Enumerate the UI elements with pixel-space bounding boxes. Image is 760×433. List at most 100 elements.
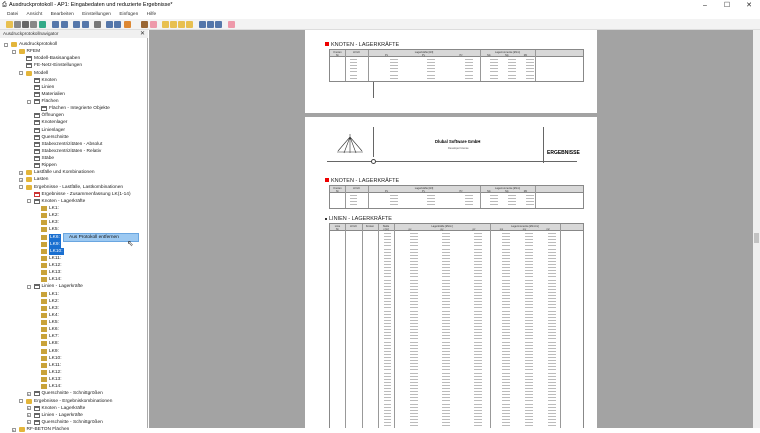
toolbar-button-icon[interactable] bbox=[114, 21, 121, 28]
toolbar-button-icon[interactable] bbox=[186, 21, 193, 28]
toolbar-button-icon[interactable] bbox=[178, 21, 185, 28]
tree-item[interactable]: Materialien bbox=[0, 91, 146, 98]
toolbar-button-icon[interactable] bbox=[73, 21, 80, 28]
tree-item[interactable]: Knoten bbox=[0, 77, 146, 84]
menu-datei[interactable]: Datei bbox=[7, 12, 19, 17]
collapse-icon[interactable]: - bbox=[26, 99, 31, 105]
collapse-icon[interactable]: - bbox=[26, 284, 31, 290]
tree-item[interactable]: - Knoten - Lagerkräfte bbox=[0, 198, 146, 205]
tree-item[interactable]: LK9: bbox=[0, 240, 146, 248]
tree-item[interactable]: - Ausdruckprotokoll bbox=[0, 41, 146, 48]
scrollbar-thumb[interactable] bbox=[754, 233, 759, 243]
tree-item[interactable]: Querschnitte bbox=[0, 134, 146, 141]
tree-item[interactable]: LK2: bbox=[0, 212, 146, 219]
toolbar-button-icon[interactable] bbox=[170, 21, 177, 28]
tree-item[interactable]: Knotenlager bbox=[0, 119, 146, 126]
tree-item[interactable]: Stabexzentrizitäten - Absolut bbox=[0, 141, 146, 148]
expand-icon[interactable]: + bbox=[26, 413, 31, 419]
tree-item[interactable]: + Lastfälle und Kombinationen bbox=[0, 169, 146, 176]
toolbar-button-icon[interactable] bbox=[61, 21, 68, 28]
tree-item[interactable]: Modell-Basisangaben bbox=[0, 55, 146, 62]
toolbar-button-icon[interactable] bbox=[82, 21, 89, 28]
tree-item[interactable]: + Knoten - Lagerkräfte bbox=[0, 405, 146, 412]
toolbar-button-icon[interactable] bbox=[207, 21, 214, 28]
toolbar-button-icon[interactable] bbox=[14, 21, 21, 28]
expand-icon[interactable]: + bbox=[19, 170, 23, 176]
expand-icon[interactable]: + bbox=[26, 420, 31, 426]
minimize-button[interactable]: – bbox=[703, 2, 707, 9]
expand-icon[interactable]: + bbox=[26, 391, 31, 397]
toolbar-button-icon[interactable] bbox=[228, 21, 235, 28]
tree-item[interactable]: LK6: bbox=[0, 326, 146, 333]
tree-item[interactable]: LK3: bbox=[0, 305, 146, 312]
navigator-close-button[interactable]: ✕ bbox=[139, 31, 145, 37]
tree-item[interactable]: LK5: bbox=[0, 226, 146, 233]
menu-hilfe[interactable]: Hilfe bbox=[146, 12, 157, 17]
toolbar-button-icon[interactable] bbox=[6, 21, 13, 28]
toolbar-button-icon[interactable] bbox=[106, 21, 113, 28]
collapse-icon[interactable]: - bbox=[4, 42, 8, 48]
tree-item[interactable]: + Querschnitte - Schnittgrößen bbox=[0, 419, 146, 426]
tree-item[interactable]: - Modell bbox=[0, 70, 146, 77]
tree-item[interactable]: LK9: bbox=[0, 348, 146, 355]
tree-item[interactable]: - Ergebnisse - Lastfälle, Lastkombination… bbox=[0, 184, 146, 191]
expand-icon[interactable]: + bbox=[19, 177, 23, 183]
tree-item[interactable]: LK11: bbox=[0, 362, 146, 369]
collapse-icon[interactable]: - bbox=[19, 399, 23, 404]
tree-item[interactable]: LK10: bbox=[0, 355, 146, 362]
expand-icon[interactable]: + bbox=[26, 406, 31, 412]
toolbar-button-icon[interactable] bbox=[124, 21, 131, 28]
menu-einstellungen[interactable]: Einstellungen bbox=[82, 12, 111, 17]
close-button[interactable]: ✕ bbox=[746, 2, 752, 9]
toolbar-button-icon[interactable] bbox=[162, 21, 169, 28]
tree-item[interactable]: LK13: bbox=[0, 376, 146, 383]
collapse-icon[interactable]: - bbox=[11, 49, 16, 55]
menu-ansicht[interactable]: Ansicht bbox=[26, 12, 43, 17]
tree-item[interactable]: Stäbe bbox=[0, 155, 146, 162]
toolbar-button-icon[interactable] bbox=[94, 21, 101, 28]
tree-item[interactable]: LK12: bbox=[0, 262, 146, 269]
maximize-button[interactable]: ☐ bbox=[723, 2, 731, 9]
menu-bearbeiten[interactable]: Bearbeiten bbox=[50, 12, 74, 17]
tree-item[interactable]: Ergebnisse - Zusammenfassung LK(1-14) bbox=[0, 191, 146, 198]
toolbar-button-icon[interactable] bbox=[150, 21, 157, 28]
toolbar-button-icon[interactable] bbox=[141, 21, 148, 28]
tree-item[interactable]: LK2: bbox=[0, 298, 146, 305]
tree-item[interactable]: LK4: bbox=[0, 312, 146, 319]
tree-item[interactable]: LK7: bbox=[0, 333, 146, 340]
tree-item[interactable]: - Linien - Lagerkräfte bbox=[0, 283, 146, 290]
tree-item[interactable]: LK11: bbox=[0, 255, 146, 262]
menu-einfuegen[interactable]: Einfügen bbox=[119, 12, 139, 17]
tree-item[interactable]: + Querschnitte - Schnittgrößen bbox=[0, 390, 146, 397]
tree-item[interactable]: Flächen - Integrierte Objekte bbox=[0, 105, 146, 112]
tree-item[interactable]: LK8: bbox=[0, 340, 146, 347]
tree-item[interactable]: Linien bbox=[0, 84, 146, 91]
tree-item[interactable]: LK1: bbox=[0, 205, 146, 212]
tree-item[interactable]: - Flächen bbox=[0, 98, 146, 105]
tree-item[interactable]: LK14: bbox=[0, 383, 146, 390]
toolbar-button-icon[interactable] bbox=[199, 21, 206, 28]
expand-icon[interactable]: + bbox=[11, 427, 16, 433]
tree-item[interactable]: LK12: bbox=[0, 369, 146, 376]
tree-item[interactable]: Linienlager bbox=[0, 127, 146, 134]
toolbar-button-icon[interactable] bbox=[52, 21, 59, 28]
collapse-icon[interactable]: - bbox=[19, 71, 23, 77]
toolbar-button-icon[interactable] bbox=[39, 21, 46, 28]
tree-item[interactable]: Stabexzentrizitäten - Relativ bbox=[0, 148, 146, 155]
tree-item[interactable]: LK13: bbox=[0, 269, 146, 276]
tree-item[interactable]: - Ergebnisse - Ergebniskombinationen bbox=[0, 398, 146, 405]
tree-item[interactable]: - RFEM bbox=[0, 48, 146, 55]
tree-item[interactable]: Rippen bbox=[0, 162, 146, 169]
toolbar-button-icon[interactable] bbox=[22, 21, 29, 28]
context-menu-remove-item[interactable]: Aus Protokoll entfernen bbox=[69, 235, 119, 240]
tree-item[interactable]: + Linien - Lagerkräfte bbox=[0, 412, 146, 419]
toolbar-button-icon[interactable] bbox=[30, 21, 37, 28]
tree-item[interactable]: LK1: bbox=[0, 291, 146, 298]
collapse-icon[interactable]: - bbox=[19, 185, 23, 191]
tree-item[interactable]: LK6: bbox=[0, 233, 146, 241]
tree-item[interactable]: Öffnungen bbox=[0, 112, 146, 119]
tree-item[interactable]: LK14: bbox=[0, 276, 146, 283]
collapse-icon[interactable]: - bbox=[26, 199, 31, 205]
tree-item[interactable]: FE-Netz-Einstellungen bbox=[0, 62, 146, 69]
tree-item[interactable]: + Lasten bbox=[0, 176, 146, 183]
